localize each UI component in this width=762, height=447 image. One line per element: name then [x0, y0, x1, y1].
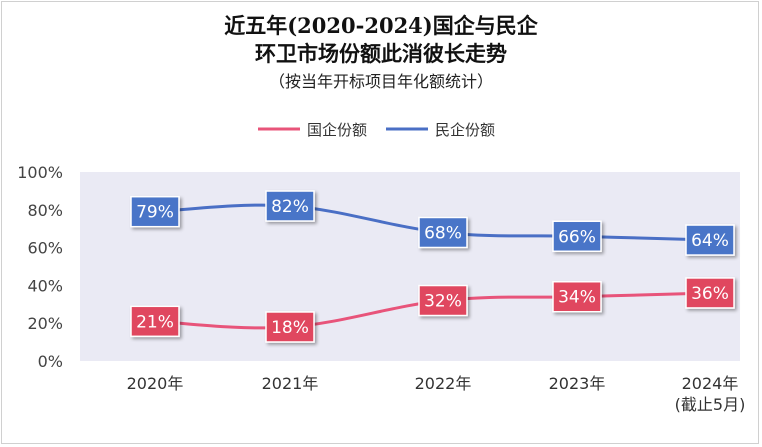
data-label-private: 66%: [558, 227, 596, 247]
x-tick-label: 2021年: [262, 374, 319, 393]
data-label-private: 82%: [271, 197, 309, 217]
y-tick-label: 20%: [27, 314, 63, 333]
data-label-state: 21%: [136, 312, 174, 332]
data-label-state: 34%: [558, 288, 596, 308]
x-tick-label: 2023年: [549, 374, 606, 393]
data-label-box-private: [130, 195, 180, 228]
data-label-box-private: [685, 224, 735, 256]
plot-area: [80, 172, 740, 361]
legend-label-private: 民企份额: [435, 121, 495, 139]
data-label-box-state: [552, 280, 602, 313]
data-label-state: 32%: [424, 292, 462, 312]
y-tick-label: 80%: [27, 201, 63, 220]
data-label-private: 79%: [136, 203, 174, 223]
y-tick-label: 0%: [38, 352, 63, 371]
data-label-box-private: [552, 220, 602, 253]
y-tick-label: 60%: [27, 239, 63, 258]
chart-title-line2: 环卫市场份额此消彼长走势: [255, 41, 507, 66]
data-label-box-state: [685, 277, 735, 309]
x-tick-label: 2020年: [127, 374, 184, 393]
data-label-box-private: [265, 190, 315, 222]
data-label-state: 36%: [691, 284, 729, 304]
legend-label-state: 国企份额: [307, 121, 367, 139]
x-tick-sublabel: (截止5月): [675, 395, 746, 414]
data-label-box-state: [130, 305, 180, 338]
data-label-private: 64%: [691, 231, 729, 251]
data-label-box-private: [418, 216, 468, 249]
chart-title-line1: 近五年(2020-2024)国企与民企: [224, 13, 538, 38]
chart-subtitle: （按当年开标项目年化额统计）: [268, 72, 493, 91]
data-label-box-state: [418, 284, 468, 317]
y-tick-label: 100%: [17, 163, 63, 182]
x-tick-label: 2024年: [682, 374, 739, 393]
y-tick-label: 40%: [27, 276, 63, 295]
data-label-private: 68%: [424, 223, 462, 243]
x-tick-label: 2022年: [415, 374, 472, 393]
data-label-box-state: [265, 311, 315, 343]
data-label-state: 18%: [271, 318, 309, 338]
